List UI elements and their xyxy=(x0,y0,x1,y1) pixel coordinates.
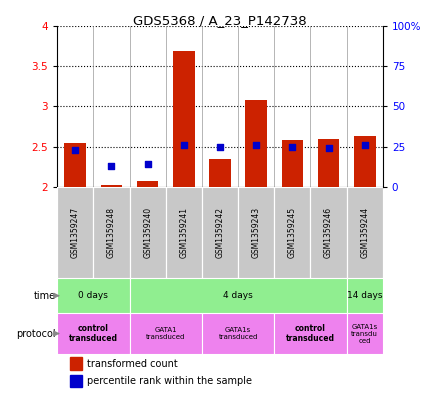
Bar xyxy=(209,159,231,187)
Bar xyxy=(70,375,82,387)
Bar xyxy=(129,187,166,278)
Point xyxy=(108,163,115,169)
Text: GATA1s
transduced: GATA1s transduced xyxy=(218,327,258,340)
Bar xyxy=(64,143,86,187)
Text: GDS5368 / A_23_P142738: GDS5368 / A_23_P142738 xyxy=(133,14,307,27)
Bar xyxy=(57,313,129,354)
Point xyxy=(216,143,224,150)
Text: 0 days: 0 days xyxy=(78,291,108,300)
Text: protocol: protocol xyxy=(16,329,55,338)
Bar xyxy=(246,100,267,187)
Bar xyxy=(318,139,339,187)
Bar xyxy=(57,187,93,278)
Bar xyxy=(57,278,129,313)
Bar xyxy=(166,187,202,278)
Bar xyxy=(202,313,274,354)
Text: GSM1359248: GSM1359248 xyxy=(107,207,116,258)
Bar xyxy=(101,185,122,187)
Text: GSM1359242: GSM1359242 xyxy=(216,207,224,258)
Bar xyxy=(129,278,347,313)
Text: transformed count: transformed count xyxy=(87,359,177,369)
Text: percentile rank within the sample: percentile rank within the sample xyxy=(87,376,252,386)
Text: GSM1359246: GSM1359246 xyxy=(324,207,333,258)
Point xyxy=(361,142,368,148)
Text: GATA1s
transdu
ced: GATA1s transdu ced xyxy=(351,323,378,343)
Text: 4 days: 4 days xyxy=(223,291,253,300)
Bar xyxy=(311,187,347,278)
Text: control
transduced: control transduced xyxy=(69,324,118,343)
Bar xyxy=(93,187,129,278)
Bar xyxy=(238,187,274,278)
Bar xyxy=(347,313,383,354)
Text: GATA1
transduced: GATA1 transduced xyxy=(146,327,185,340)
Text: GSM1359245: GSM1359245 xyxy=(288,207,297,258)
Text: 14 days: 14 days xyxy=(347,291,382,300)
Point xyxy=(289,143,296,150)
Bar xyxy=(137,181,158,187)
Point xyxy=(180,142,187,148)
Bar xyxy=(282,140,303,187)
Bar xyxy=(202,187,238,278)
Text: GSM1359247: GSM1359247 xyxy=(71,207,80,258)
Point xyxy=(325,145,332,151)
Bar xyxy=(347,187,383,278)
Point xyxy=(253,142,260,148)
Bar xyxy=(70,357,82,370)
Bar xyxy=(347,278,383,313)
Bar xyxy=(354,136,376,187)
Text: control
transduced: control transduced xyxy=(286,324,335,343)
Text: GSM1359243: GSM1359243 xyxy=(252,207,260,258)
Bar xyxy=(129,313,202,354)
Point xyxy=(72,147,79,153)
Text: GSM1359241: GSM1359241 xyxy=(180,207,188,258)
Point xyxy=(144,162,151,168)
Text: GSM1359240: GSM1359240 xyxy=(143,207,152,258)
Bar xyxy=(274,313,347,354)
Bar xyxy=(274,187,311,278)
Bar xyxy=(173,51,194,187)
Text: GSM1359244: GSM1359244 xyxy=(360,207,369,258)
Text: time: time xyxy=(33,291,55,301)
